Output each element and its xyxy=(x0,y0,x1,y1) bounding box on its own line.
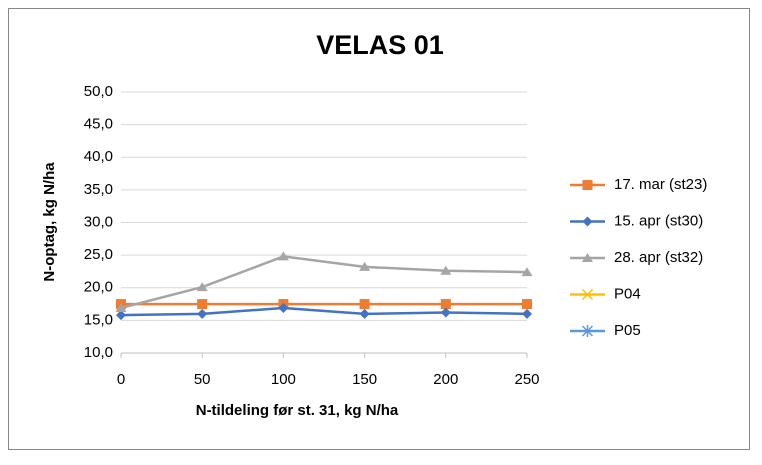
y-tick-label: 20,0 xyxy=(84,279,113,296)
marker xyxy=(278,302,289,313)
marker xyxy=(359,308,370,319)
y-tick-label: 15,0 xyxy=(84,311,113,328)
y-tick-label: 25,0 xyxy=(84,246,113,263)
x-tick-label: 0 xyxy=(117,371,125,388)
marker xyxy=(197,299,208,310)
marker xyxy=(582,253,593,262)
y-tick-label: 35,0 xyxy=(84,181,113,198)
marker xyxy=(359,261,371,271)
y-tick-label: 50,0 xyxy=(84,83,113,100)
series-line xyxy=(120,306,528,317)
marker xyxy=(359,299,370,310)
marker xyxy=(277,251,289,261)
marker xyxy=(197,308,208,319)
marker xyxy=(522,299,532,310)
legend-label: 28. apr (st32) xyxy=(614,249,703,266)
marker xyxy=(115,302,127,312)
x-tick-label: 150 xyxy=(352,371,377,388)
y-axis-label: N-optag, kg N/ha xyxy=(41,162,58,282)
x-axis-label: N-tildeling før st. 31, kg N/ha xyxy=(196,402,399,419)
marker xyxy=(581,325,594,337)
marker xyxy=(440,299,451,310)
x-tick-label: 200 xyxy=(433,371,458,388)
marker xyxy=(521,267,533,277)
legend-label: 17. mar (st23) xyxy=(614,176,707,193)
chart-border xyxy=(8,8,750,450)
marker xyxy=(196,282,208,292)
legend-label: P04 xyxy=(614,285,641,302)
y-tick-label: 10,0 xyxy=(84,344,113,361)
marker xyxy=(440,307,451,318)
x-tick-label: 100 xyxy=(271,371,296,388)
y-tick-label: 40,0 xyxy=(84,148,113,165)
marker xyxy=(522,308,532,319)
marker xyxy=(116,310,126,321)
legend-label: P05 xyxy=(614,322,641,339)
legend-label: 15. apr (st30) xyxy=(614,212,703,229)
y-tick-label: 45,0 xyxy=(84,116,113,133)
marker xyxy=(582,180,593,190)
x-tick-label: 250 xyxy=(514,371,539,388)
series-line xyxy=(120,255,528,310)
y-tick-label: 30,0 xyxy=(84,213,113,230)
x-tick-label: 50 xyxy=(194,371,211,388)
marker xyxy=(440,265,452,275)
chart-title: VELAS 01 xyxy=(316,30,444,60)
marker xyxy=(581,288,594,301)
marker xyxy=(582,216,593,227)
